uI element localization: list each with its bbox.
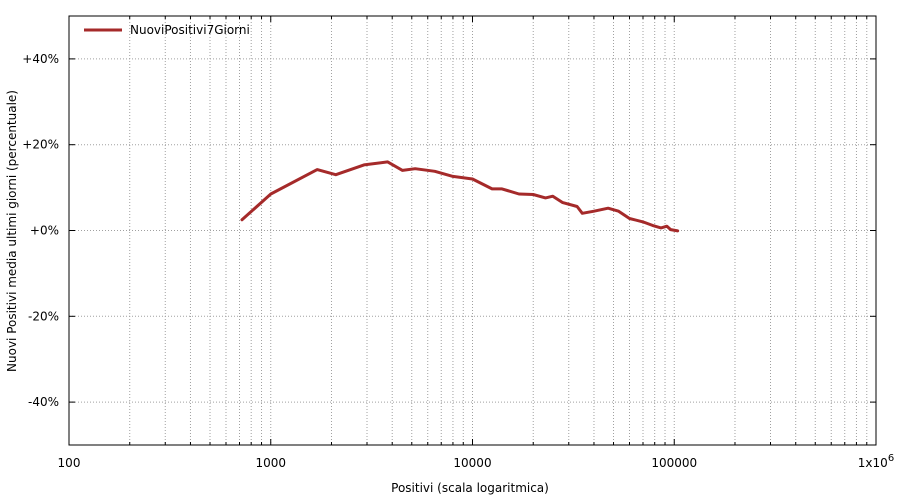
data-point <box>651 224 654 227</box>
x-tick-label-exponent: 6 <box>888 453 894 464</box>
x-tick-label: 1x106 <box>858 453 894 470</box>
data-point <box>552 195 554 197</box>
x-axis-ticks: 100 1000 10000 100000 1x106 <box>58 16 894 470</box>
y-tick-label: -40% <box>28 395 59 409</box>
data-point <box>401 169 404 172</box>
data-point <box>607 207 609 209</box>
data-point <box>491 188 493 190</box>
data-point <box>452 175 454 178</box>
data-point <box>434 170 436 173</box>
data-point <box>335 173 337 176</box>
data-point <box>617 210 620 212</box>
data-point <box>532 193 534 196</box>
data-point <box>386 161 389 163</box>
series-layer <box>240 160 680 233</box>
y-tick-label: -20% <box>28 309 59 323</box>
data-point <box>593 210 595 212</box>
series-line <box>240 160 680 233</box>
data-point <box>561 201 564 204</box>
grid <box>69 16 876 445</box>
data-point <box>414 167 417 170</box>
y-tick-label: +0% <box>30 224 59 238</box>
data-point <box>628 217 631 220</box>
data-point <box>576 205 578 208</box>
data-point <box>676 230 679 232</box>
plot-frame <box>68 15 877 446</box>
data-point <box>518 193 520 195</box>
data-point <box>581 212 584 215</box>
x-tick-label: 100000 <box>651 456 697 470</box>
data-point <box>666 225 668 227</box>
data-point <box>501 188 503 190</box>
x-tick-label: 10000 <box>453 456 491 470</box>
data-point <box>660 227 662 229</box>
x-axis-label: Positivi (scala logaritmica) <box>391 481 549 495</box>
y-axis-label: Nuovi Positivi media ultimi giorni (perc… <box>5 90 19 372</box>
data-point <box>642 221 644 223</box>
data-point <box>363 164 365 166</box>
data-point <box>669 228 672 231</box>
data-point <box>316 168 319 171</box>
y-tick-label: +40% <box>22 52 59 66</box>
data-point <box>544 197 547 199</box>
x-tick-label: 100 <box>58 456 81 470</box>
y-axis-ticks: +40% +20% +0% -20% -40% <box>22 52 876 409</box>
x-tick-label: 1000 <box>255 456 286 470</box>
data-point <box>270 193 272 195</box>
legend-label: NuoviPositivi7Giorni <box>130 23 250 37</box>
y-tick-label: +20% <box>22 138 59 152</box>
data-point <box>241 219 243 221</box>
legend: NuoviPositivi7Giorni <box>84 23 250 37</box>
data-point <box>471 178 474 180</box>
